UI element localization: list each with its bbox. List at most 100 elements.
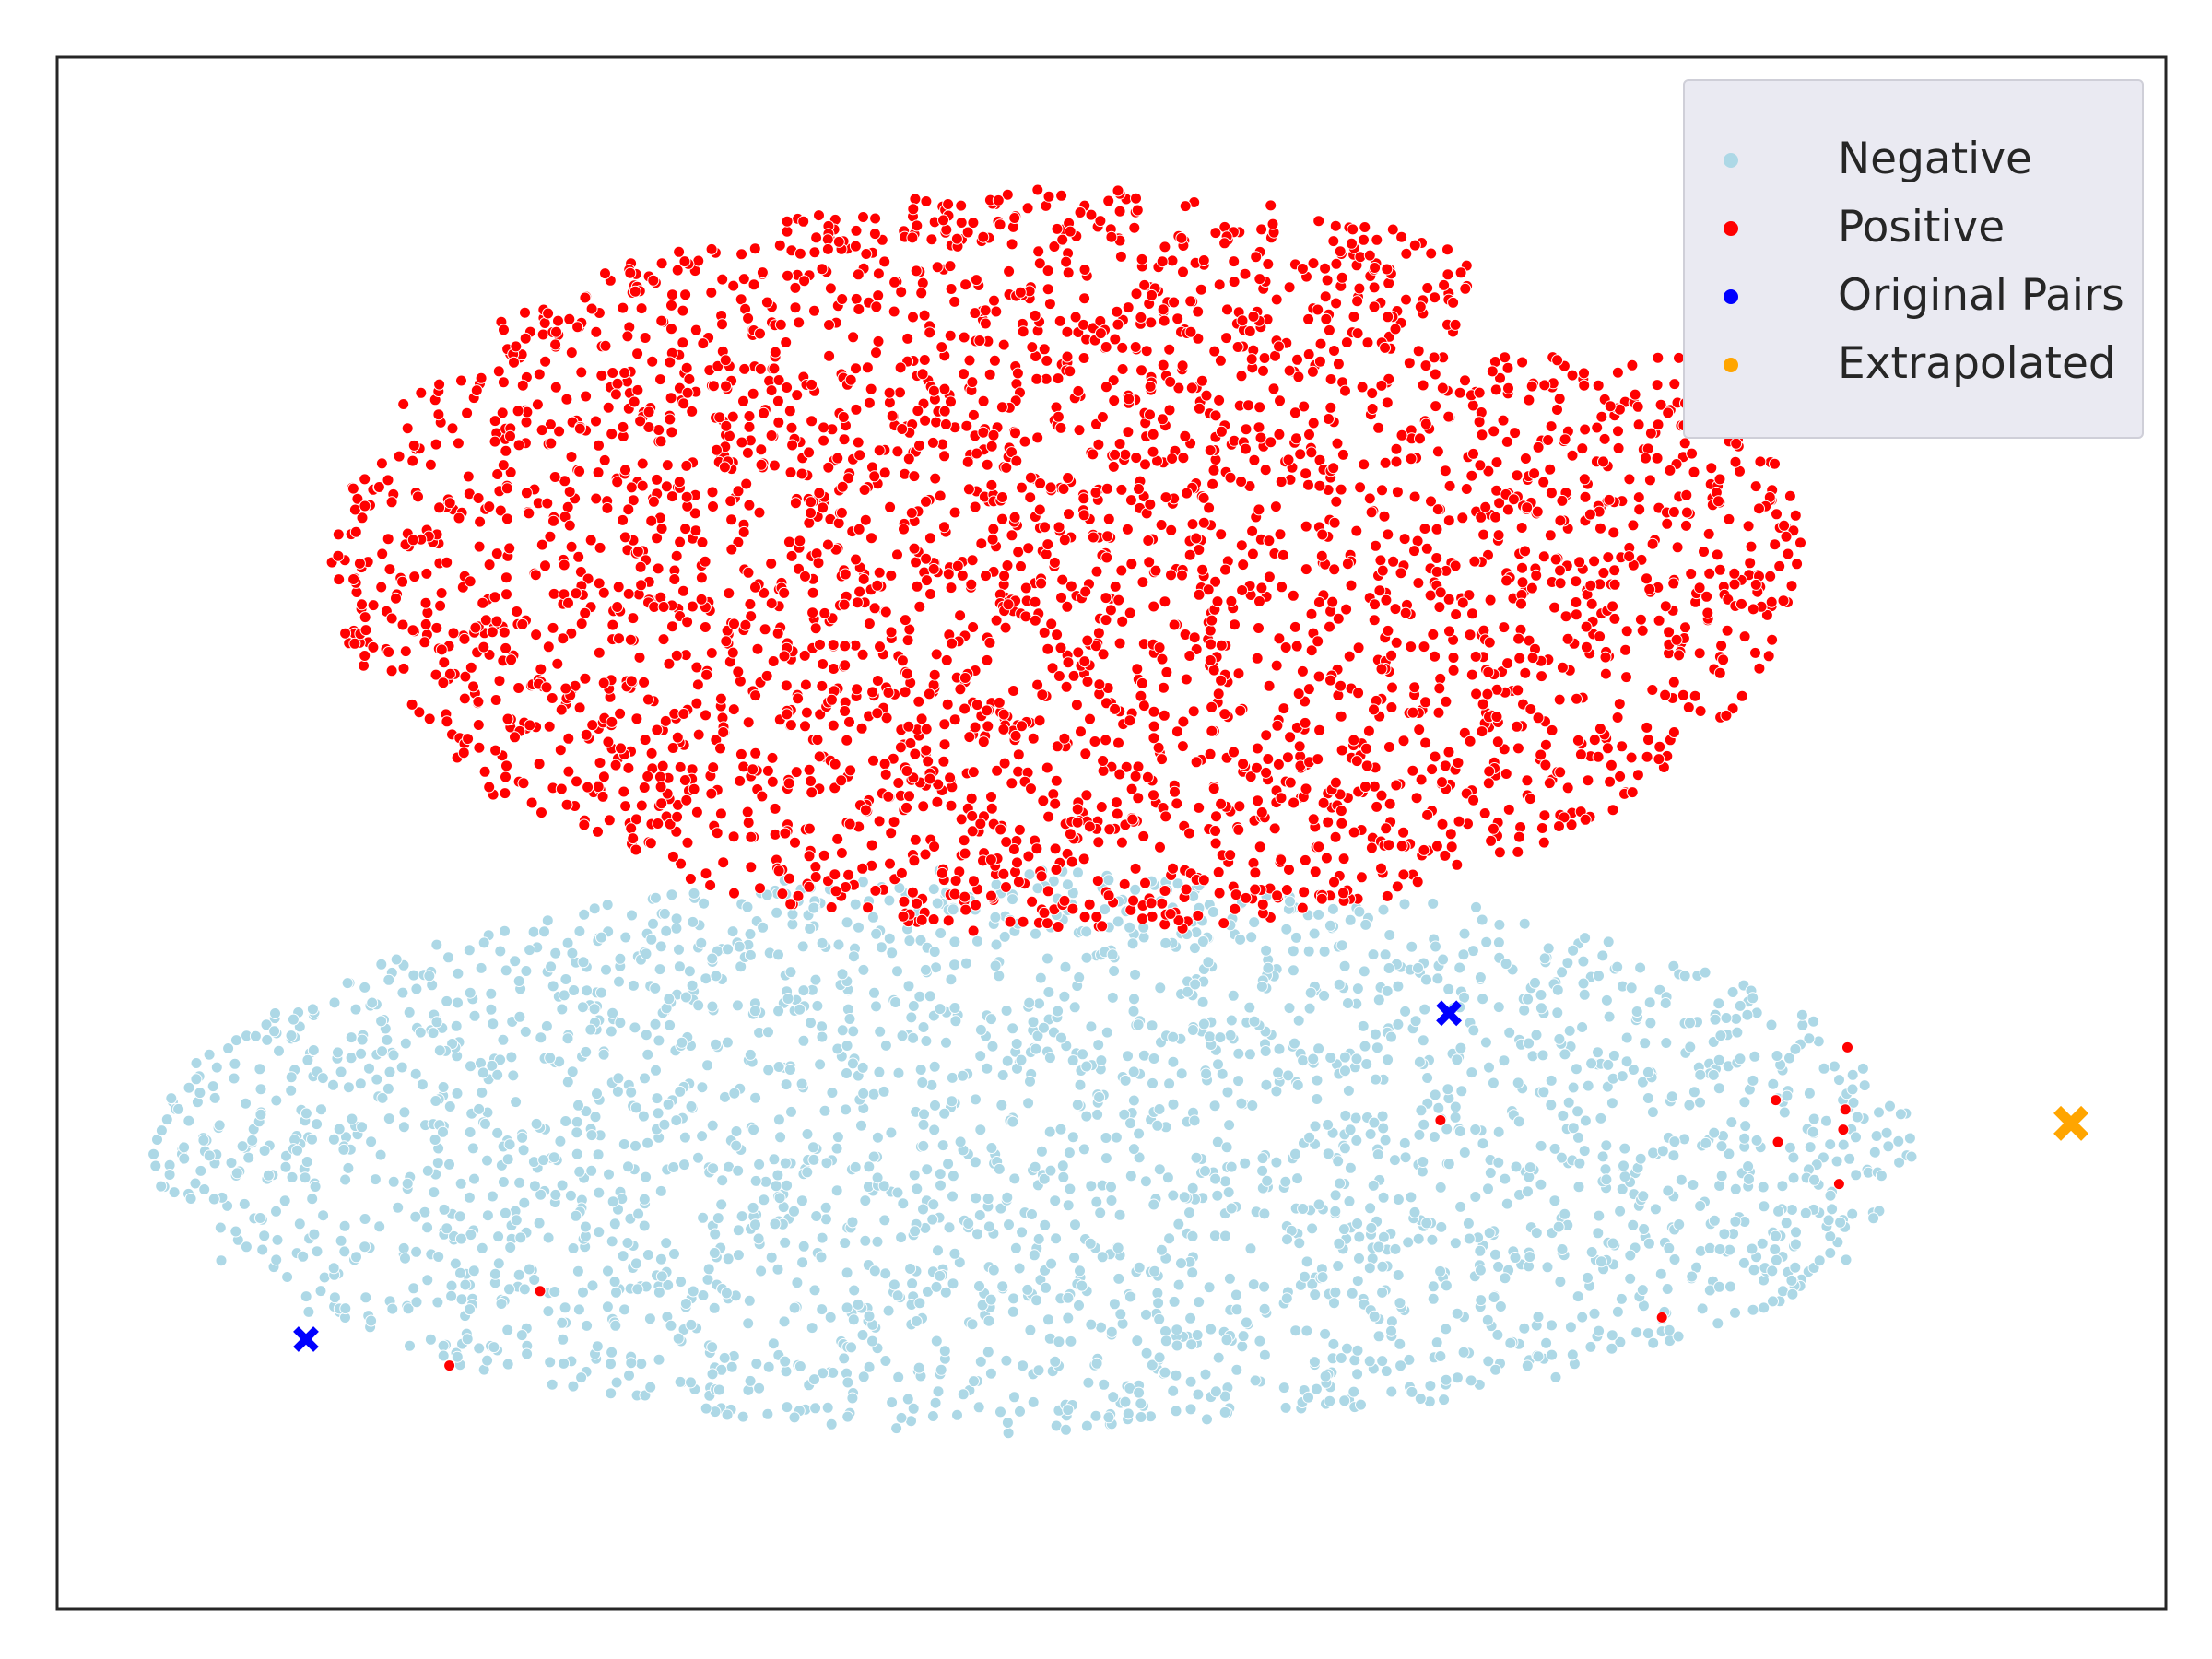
scatter-point-negative <box>1463 1232 1476 1245</box>
scatter-point-positive <box>1248 453 1261 466</box>
scatter-point-negative <box>730 1125 743 1137</box>
scatter-point-negative <box>1483 1227 1496 1240</box>
scatter-point-negative <box>698 897 711 910</box>
scatter-point-positive <box>1537 476 1550 488</box>
scatter-point-positive <box>1207 782 1220 795</box>
scatter-point-negative <box>726 925 739 938</box>
scatter-point-positive <box>1390 779 1403 792</box>
scatter-point-negative <box>974 1050 987 1063</box>
scatter-point-positive <box>836 293 849 305</box>
scatter-point-positive <box>1088 735 1101 747</box>
scatter-point-negative <box>402 1302 415 1315</box>
scatter-point-negative <box>1593 1324 1606 1337</box>
scatter-point-positive <box>823 319 835 331</box>
scatter-point-positive <box>358 659 370 672</box>
scatter-point-negative <box>783 1064 796 1076</box>
scatter-point-negative <box>535 1188 547 1201</box>
scatter-point-positive <box>678 774 691 786</box>
scatter-point-negative <box>1113 1208 1126 1221</box>
scatter-point-positive <box>652 562 665 575</box>
scatter-point-positive <box>1232 667 1245 680</box>
scatter-point-negative <box>1369 1028 1382 1041</box>
scatter-point-negative <box>261 1033 274 1046</box>
scatter-point-negative <box>1469 1124 1482 1135</box>
scatter-point-positive <box>629 843 642 856</box>
scatter-point-positive <box>664 413 677 426</box>
scatter-point-negative <box>1053 1335 1065 1348</box>
scatter-point-positive <box>967 766 980 779</box>
scatter-point-positive <box>1509 427 1522 440</box>
scatter-point-negative <box>827 1366 840 1379</box>
scatter-point-negative <box>1232 1047 1245 1060</box>
scatter-point-negative <box>1434 1181 1447 1194</box>
scatter-point-negative <box>1151 1119 1164 1132</box>
scatter-point-negative <box>339 1173 352 1186</box>
scatter-point-negative <box>926 1410 939 1422</box>
scatter-point-negative <box>752 1232 765 1245</box>
scatter-point-positive <box>869 884 882 897</box>
scatter-point-negative <box>1044 1164 1057 1177</box>
scatter-point-negative <box>1380 1365 1393 1378</box>
scatter-point-positive <box>1273 340 1285 353</box>
scatter-point-positive <box>1145 316 1158 329</box>
scatter-point-negative <box>1056 1159 1069 1172</box>
scatter-point-positive <box>483 559 496 571</box>
scatter-point-negative <box>1306 1222 1319 1235</box>
scatter-point-negative <box>1077 1048 1089 1061</box>
scatter-point-positive <box>720 635 733 648</box>
scatter-point-positive <box>1652 418 1665 431</box>
scatter-point-negative <box>1167 1384 1180 1397</box>
scatter-point-negative <box>814 1058 827 1071</box>
scatter-point-positive <box>1459 282 1472 295</box>
scatter-point-negative <box>1618 1142 1631 1155</box>
scatter-point-positive <box>1266 218 1279 230</box>
scatter-point-positive <box>1429 750 1441 763</box>
scatter-point-negative <box>974 1124 987 1136</box>
scatter-point-negative <box>995 1099 1008 1112</box>
scatter-point-negative <box>1308 1356 1321 1369</box>
scatter-point-negative <box>847 1025 860 1038</box>
scatter-point-positive <box>883 386 896 399</box>
scatter-point-positive <box>1031 678 1044 691</box>
scatter-point-negative <box>165 1092 178 1105</box>
scatter-point-positive <box>1194 283 1207 296</box>
scatter-point-negative <box>816 936 829 949</box>
scatter-point-negative <box>903 935 916 947</box>
scatter-point-positive <box>740 477 753 490</box>
scatter-point-negative <box>479 1117 491 1130</box>
scatter-point-negative <box>1247 1278 1260 1291</box>
scatter-point-negative <box>1206 906 1219 918</box>
scatter-point-positive <box>677 584 689 597</box>
scatter-point-negative <box>1535 1178 1547 1191</box>
scatter-point-negative <box>916 1077 929 1088</box>
scatter-point-positive <box>1447 664 1460 677</box>
scatter-point-positive <box>1218 917 1230 930</box>
scatter-point-positive <box>1771 508 1783 521</box>
scatter-point-negative <box>871 1171 884 1184</box>
scatter-point-negative <box>524 944 536 957</box>
scatter-point-negative <box>213 1119 226 1132</box>
scatter-point-negative <box>203 1048 216 1061</box>
scatter-point-positive <box>1312 215 1325 228</box>
scatter-point-negative <box>1364 1128 1377 1140</box>
scatter-point-positive <box>916 368 929 381</box>
scatter-point-negative <box>1202 956 1215 969</box>
scatter-point-positive <box>1129 862 1142 875</box>
scatter-point-negative <box>796 1256 809 1269</box>
scatter-point-positive <box>478 765 491 778</box>
scatter-point-positive <box>1052 410 1065 423</box>
scatter-point-positive <box>1031 183 1044 196</box>
scatter-point-negative <box>1045 1257 1058 1270</box>
scatter-point-negative <box>1172 1278 1185 1291</box>
scatter-point-negative <box>962 1218 975 1230</box>
scatter-point-positive <box>1113 768 1126 781</box>
scatter-point-negative <box>641 1136 654 1149</box>
scatter-point-negative <box>1783 1141 1796 1154</box>
scatter-point-positive <box>924 326 936 339</box>
scatter-point-positive <box>1464 735 1477 747</box>
scatter-point-negative <box>1381 984 1394 997</box>
scatter-point-positive <box>1512 742 1524 755</box>
scatter-point-positive <box>690 806 703 818</box>
scatter-point-negative <box>1663 1241 1676 1254</box>
scatter-point-positive <box>641 770 654 782</box>
